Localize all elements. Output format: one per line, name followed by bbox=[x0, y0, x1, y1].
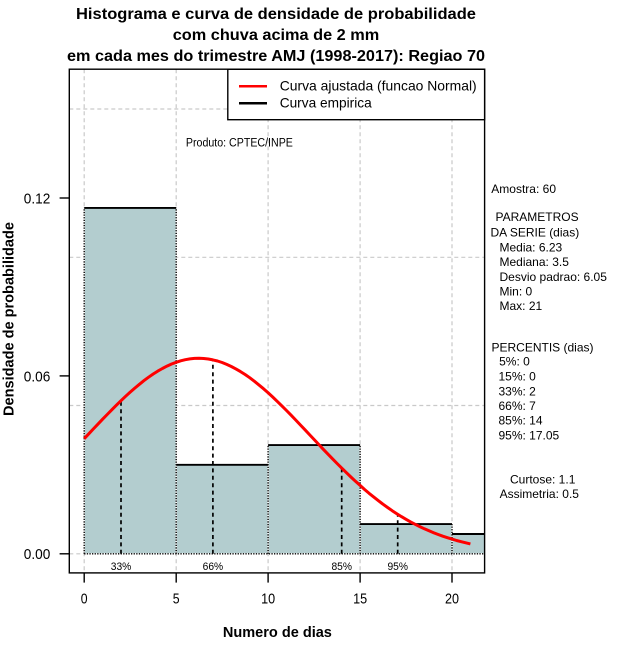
svg-text:Numero de dias: Numero de dias bbox=[223, 624, 332, 641]
svg-text:com chuva acima de 2 mm: com chuva acima de 2 mm bbox=[173, 27, 380, 44]
svg-text:em cada mes do trimestre AMJ (: em cada mes do trimestre AMJ (1998-2017)… bbox=[67, 48, 485, 65]
svg-text:Amostra: 60: Amostra: 60 bbox=[491, 182, 556, 196]
svg-text:15%: 0: 15%: 0 bbox=[499, 370, 537, 384]
svg-text:Histograma e curva de densidad: Histograma e curva de densidade de proba… bbox=[76, 6, 476, 23]
svg-text:Produto: CPTEC/INPE: Produto: CPTEC/INPE bbox=[186, 136, 293, 150]
svg-text:Curva ajustada (funcao Normal): Curva ajustada (funcao Normal) bbox=[280, 78, 477, 94]
svg-text:15: 15 bbox=[353, 591, 367, 608]
svg-text:Assimetria: 0.5: Assimetria: 0.5 bbox=[500, 487, 580, 501]
svg-text:10: 10 bbox=[261, 591, 275, 608]
svg-text:Max: 21: Max: 21 bbox=[500, 299, 543, 313]
svg-text:Desvio padrao: 6.05: Desvio padrao: 6.05 bbox=[500, 270, 608, 284]
svg-text:66%: 66% bbox=[203, 561, 224, 573]
svg-text:33%: 33% bbox=[111, 561, 132, 573]
svg-text:PARAMETROS: PARAMETROS bbox=[496, 210, 579, 224]
svg-text:5%: 0: 5%: 0 bbox=[499, 355, 530, 369]
svg-text:0.06: 0.06 bbox=[24, 368, 51, 385]
svg-text:DA SERIE (dias): DA SERIE (dias) bbox=[491, 225, 580, 239]
svg-text:Densidade de probabilidade: Densidade de probabilidade bbox=[1, 222, 18, 416]
svg-text:85%: 14: 85%: 14 bbox=[499, 414, 543, 428]
svg-text:85%: 85% bbox=[331, 561, 352, 573]
svg-text:95%: 95% bbox=[387, 561, 408, 573]
svg-text:Min: 0: Min: 0 bbox=[500, 285, 533, 299]
svg-text:95%: 17.05: 95%: 17.05 bbox=[499, 428, 560, 442]
svg-text:Curva empirica: Curva empirica bbox=[280, 95, 372, 111]
svg-text:66%: 7: 66%: 7 bbox=[499, 399, 537, 413]
svg-text:Media: 6.23: Media: 6.23 bbox=[500, 240, 563, 254]
svg-text:33%: 2: 33%: 2 bbox=[499, 385, 537, 399]
svg-text:Mediana: 3.5: Mediana: 3.5 bbox=[500, 255, 570, 269]
svg-text:Curtose: 1.1: Curtose: 1.1 bbox=[510, 472, 576, 486]
svg-text:PERCENTIS (dias): PERCENTIS (dias) bbox=[492, 340, 594, 354]
svg-text:0.00: 0.00 bbox=[24, 546, 51, 563]
svg-text:5: 5 bbox=[173, 591, 180, 608]
svg-text:0: 0 bbox=[81, 591, 88, 608]
svg-text:0.12: 0.12 bbox=[24, 190, 51, 207]
svg-text:20: 20 bbox=[445, 591, 459, 608]
